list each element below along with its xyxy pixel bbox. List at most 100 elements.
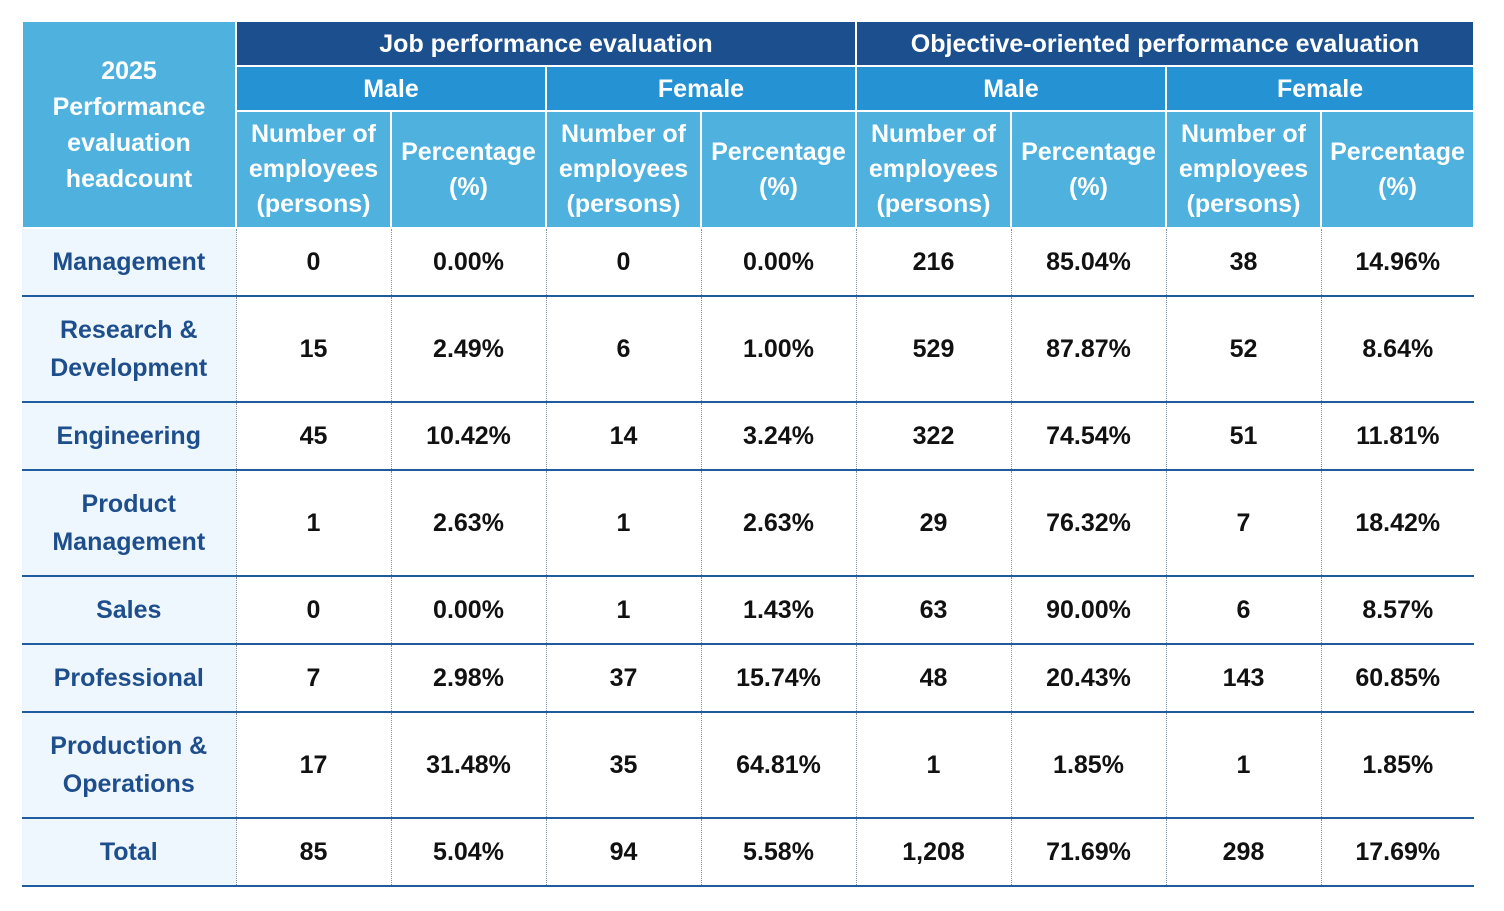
table-body: Management 0 0.00% 0 0.00% 216 85.04% 38 14.96% R… [22, 228, 1475, 887]
table-row: Management 0 0.00% 0 0.00% 216 85.04% 38 14.96% [22, 228, 1475, 297]
column-header: Number of employees (persons) [855, 110, 1012, 229]
header-row: Male Female Male Female [22, 65, 1476, 112]
cell: 1.43% [700, 576, 856, 645]
cell: 298 [1165, 818, 1321, 887]
cell: 3.24% [700, 402, 856, 471]
cell: 48 [855, 644, 1011, 713]
table-row: Production & Operations 17 31.48% 35 64.81% 1… [22, 712, 1475, 819]
cell: 51 [1165, 402, 1321, 471]
row-label: Research & Development [22, 296, 236, 403]
cell: 90.00% [1010, 576, 1166, 645]
cell: 17.69% [1320, 818, 1475, 887]
table-row: Professional 7 2.98% 37 15.74% 48 20.43% 143 60.… [22, 644, 1475, 713]
column-header: Number of employees (persons) [545, 110, 702, 229]
table-row: Total 85 5.04% 94 5.58% 1,208 71.69% 298 17.69% [22, 818, 1475, 887]
cell: 76.32% [1010, 470, 1166, 577]
cell: 322 [855, 402, 1011, 471]
cell: 11.81% [1320, 402, 1475, 471]
table-row: Research & Development 15 2.49% 6 1.00% 529 87… [22, 296, 1475, 403]
cell: 85 [235, 818, 391, 887]
column-header: Percentage (%) [1319, 110, 1476, 229]
column-header: Percentage (%) [700, 110, 857, 229]
cell: 20.43% [1010, 644, 1166, 713]
corner-header: 2025 Performance evaluation headcount [21, 20, 237, 229]
group-header: Job performance evaluation [235, 20, 857, 67]
cell: 1.85% [1010, 712, 1166, 819]
header-row: 2025 Performance evaluation headcount Job… [21, 20, 1476, 229]
cell: 7 [1165, 470, 1321, 577]
cell: 52 [1165, 296, 1321, 403]
cell: 2.49% [390, 296, 546, 403]
cell: 71.69% [1010, 818, 1166, 887]
cell: 1 [1165, 712, 1321, 819]
cell: 15.74% [700, 644, 856, 713]
cell: 18.42% [1320, 470, 1475, 577]
cell: 0.00% [390, 228, 546, 297]
row-label: Professional [22, 644, 236, 713]
table-row: Engineering 45 10.42% 14 3.24% 322 74.54% 51 11.… [22, 402, 1475, 471]
cell: 45 [235, 402, 391, 471]
cell: 5.58% [700, 818, 856, 887]
table-row: Product Management 1 2.63% 1 2.63% 29 76.32% 7 1… [22, 470, 1475, 577]
column-header: Percentage (%) [1010, 110, 1167, 229]
cell: 6 [1165, 576, 1321, 645]
header-row: Number of employees (persons) Percentage … [22, 110, 1476, 229]
cell: 0.00% [700, 228, 856, 297]
cell: 64.81% [700, 712, 856, 819]
column-header: Number of employees (persons) [1165, 110, 1322, 229]
cell: 60.85% [1320, 644, 1475, 713]
cell: 0 [545, 228, 701, 297]
cell: 1,208 [855, 818, 1011, 887]
cell: 2.63% [700, 470, 856, 577]
cell: 14 [545, 402, 701, 471]
cell: 216 [855, 228, 1011, 297]
cell: 0.00% [390, 576, 546, 645]
cell: 8.64% [1320, 296, 1475, 403]
column-header: Percentage (%) [390, 110, 547, 229]
cell: 87.87% [1010, 296, 1166, 403]
performance-table: 2025 Performance evaluation headcount Job… [21, 20, 1476, 887]
cell: 6 [545, 296, 701, 403]
row-label: Management [22, 228, 236, 297]
cell: 8.57% [1320, 576, 1475, 645]
cell: 2.63% [390, 470, 546, 577]
cell: 63 [855, 576, 1011, 645]
cell: 29 [855, 470, 1011, 577]
cell: 37 [545, 644, 701, 713]
table-row: Sales 0 0.00% 1 1.43% 63 90.00% 6 8.57% [22, 576, 1475, 645]
cell: 5.04% [390, 818, 546, 887]
table-header: 2025 Performance evaluation headcount Job… [21, 20, 1476, 229]
group-header: Objective-oriented performance evaluatio… [854, 20, 1476, 67]
cell: 1 [545, 470, 701, 577]
row-label: Engineering [22, 402, 236, 471]
row-label: Sales [22, 576, 236, 645]
column-header: Number of employees (persons) [235, 110, 392, 229]
cell: 14.96% [1320, 228, 1475, 297]
cell: 1 [855, 712, 1011, 819]
cell: 529 [855, 296, 1011, 403]
cell: 94 [545, 818, 701, 887]
row-label: Production & Operations [22, 712, 236, 819]
gender-header: Female [1164, 65, 1476, 112]
gender-header: Male [855, 65, 1167, 112]
cell: 74.54% [1010, 402, 1166, 471]
cell: 1 [545, 576, 701, 645]
gender-header: Male [235, 65, 547, 112]
cell: 143 [1165, 644, 1321, 713]
cell: 10.42% [390, 402, 546, 471]
row-label: Product Management [22, 470, 236, 577]
cell: 15 [235, 296, 391, 403]
cell: 31.48% [390, 712, 546, 819]
cell: 35 [545, 712, 701, 819]
cell: 1.85% [1320, 712, 1475, 819]
cell: 17 [235, 712, 391, 819]
cell: 1 [235, 470, 391, 577]
cell: 2.98% [390, 644, 546, 713]
cell: 1.00% [700, 296, 856, 403]
cell: 0 [235, 576, 391, 645]
cell: 7 [235, 644, 391, 713]
gender-header: Female [545, 65, 857, 112]
cell: 85.04% [1010, 228, 1166, 297]
cell: 0 [235, 228, 391, 297]
